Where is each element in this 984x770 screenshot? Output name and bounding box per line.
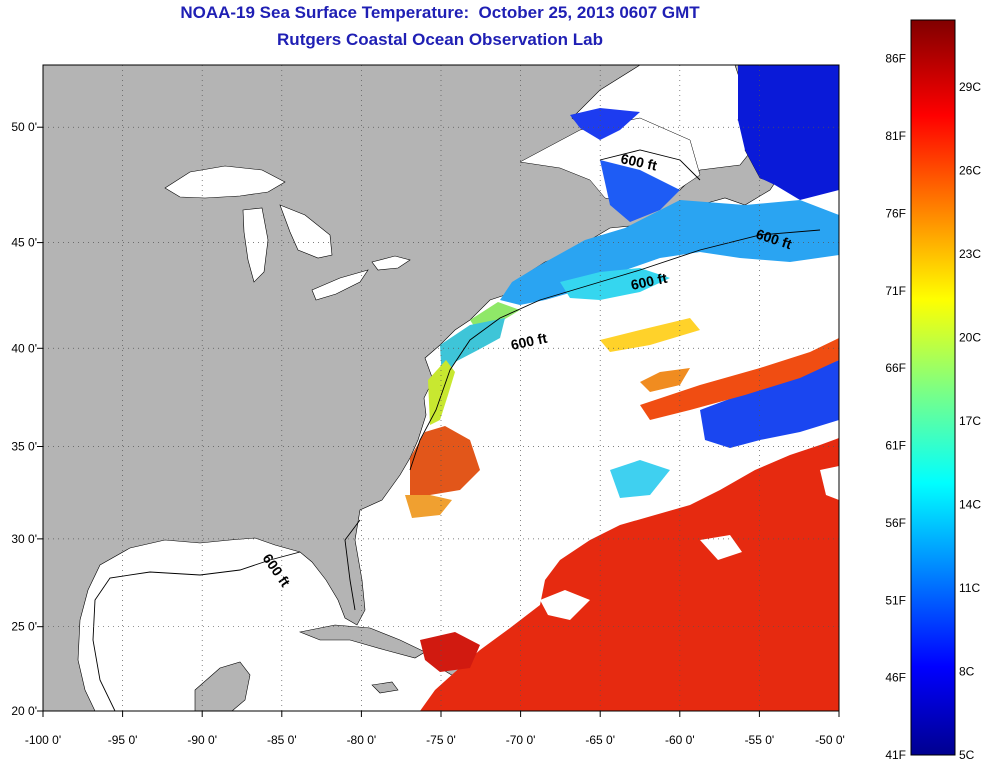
- colorbar: [910, 19, 956, 756]
- lake-ontario: [371, 255, 411, 271]
- colorbar-f-label: 81F: [885, 129, 906, 143]
- x-tick-label: -90 0': [187, 733, 217, 747]
- x-tick-label: -65 0': [585, 733, 615, 747]
- colorbar-f-label: 61F: [885, 439, 906, 453]
- contour-label: 600 ft: [619, 150, 658, 173]
- axis-ticks: [37, 126, 840, 717]
- x-tick-label: -55 0': [745, 733, 775, 747]
- y-tick-label: 25 0': [11, 620, 37, 634]
- colorbar-celsius-labels: 29C 26C 23C 20C 17C 14C 11C 8C 5C: [959, 80, 981, 762]
- colorbar-f-label: 51F: [885, 593, 906, 607]
- land-yucatan: [194, 661, 251, 711]
- colorbar-f-label: 71F: [885, 284, 906, 298]
- map-title: NOAA-19 Sea Surface Temperature: October…: [180, 3, 700, 22]
- y-tick-label: 30 0': [11, 532, 37, 546]
- colorbar-c-label: 17C: [959, 414, 981, 428]
- isobath-contours: [92, 149, 821, 711]
- contour-label: 600 ft: [629, 270, 668, 293]
- x-tick-label: -70 0': [506, 733, 536, 747]
- colorbar-f-label: 86F: [885, 52, 906, 66]
- sst-data-layer: [405, 65, 839, 711]
- colorbar-c-label: 5C: [959, 748, 975, 762]
- x-tick-label: -80 0': [347, 733, 377, 747]
- colorbar-c-label: 8C: [959, 664, 975, 678]
- y-axis: 50 0' 45 0' 40 0' 35 0' 30 0' 25 0' 20 0…: [11, 120, 37, 718]
- x-tick-label: -95 0': [108, 733, 138, 747]
- y-tick-label: 35 0': [11, 439, 37, 453]
- x-tick-label: -60 0': [665, 733, 695, 747]
- colorbar-f-label: 41F: [885, 748, 906, 762]
- colorbar-c-label: 14C: [959, 497, 981, 511]
- y-tick-label: 40 0': [11, 341, 37, 355]
- colorbar-fahrenheit-labels: 86F 81F 76F 71F 66F 61F 56F 51F 46F 41F: [885, 52, 906, 762]
- colorbar-c-label: 29C: [959, 80, 981, 94]
- colorbar-f-label: 76F: [885, 206, 906, 220]
- x-tick-label: -75 0': [426, 733, 456, 747]
- y-tick-label: 45 0': [11, 236, 37, 250]
- lake-erie: [311, 269, 369, 301]
- y-tick-label: 50 0': [11, 120, 37, 134]
- colorbar-c-label: 20C: [959, 330, 981, 344]
- map-subtitle: Rutgers Coastal Ocean Observation Lab: [277, 30, 603, 49]
- colorbar-c-label: 11C: [959, 581, 980, 595]
- x-tick-label: -100 0': [25, 733, 61, 747]
- land-cuba: [298, 624, 426, 659]
- land-jamaica: [371, 681, 399, 694]
- y-tick-label: 20 0': [11, 704, 37, 718]
- colorbar-c-label: 23C: [959, 247, 981, 261]
- x-tick-label: -50 0': [815, 733, 845, 747]
- colorbar-f-label: 56F: [885, 516, 906, 530]
- contour-label: 600 ft: [509, 330, 548, 353]
- lake-superior: [164, 165, 286, 199]
- colorbar-f-label: 66F: [885, 361, 906, 375]
- x-tick-label: -85 0': [267, 733, 297, 747]
- colorbar-f-label: 46F: [885, 671, 906, 685]
- lake-michigan: [242, 207, 269, 283]
- lake-huron: [279, 204, 333, 259]
- colorbar-c-label: 26C: [959, 163, 981, 177]
- x-axis: -100 0' -95 0' -90 0' -85 0' -80 0' -75 …: [25, 733, 845, 747]
